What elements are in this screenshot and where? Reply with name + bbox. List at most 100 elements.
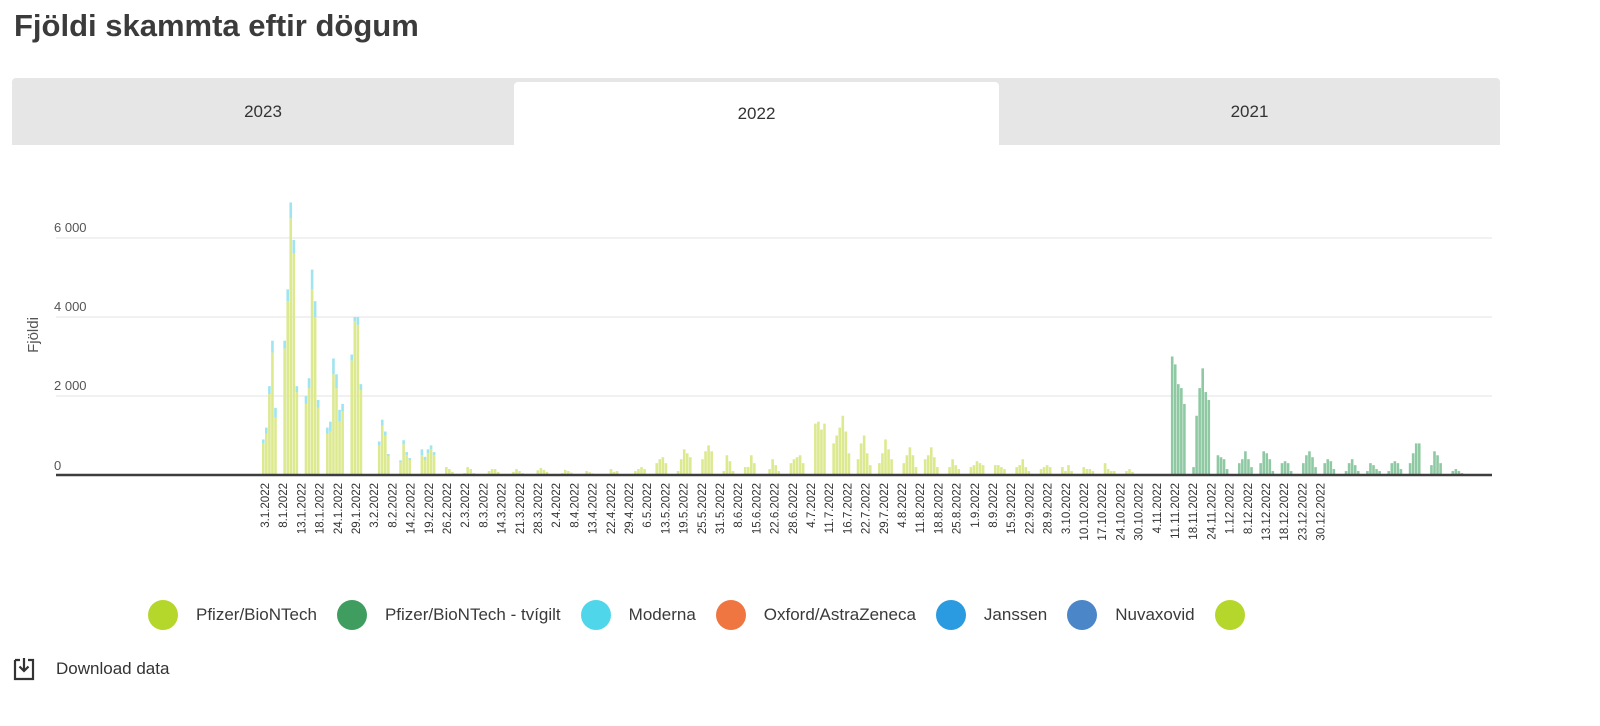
bar <box>1131 471 1134 475</box>
bar <box>292 239 296 254</box>
bar <box>274 417 277 475</box>
bar <box>1396 463 1400 475</box>
bar <box>1103 463 1107 475</box>
bar <box>271 340 274 353</box>
bar <box>310 289 314 475</box>
bar <box>423 459 427 475</box>
bar <box>1457 471 1461 475</box>
bar <box>881 453 884 475</box>
bar <box>353 320 357 475</box>
x-tick-label: 15.9.2022 <box>1006 483 1018 534</box>
bar <box>332 374 335 475</box>
bar <box>1201 368 1204 475</box>
bar <box>307 378 311 389</box>
bar <box>1109 471 1113 475</box>
bar <box>929 447 933 475</box>
tab-2022[interactable]: 2022 <box>514 82 999 145</box>
download-data-link[interactable]: Download data <box>12 656 169 682</box>
bar <box>1082 467 1086 475</box>
bar <box>353 317 357 321</box>
bar <box>1399 469 1403 475</box>
bar <box>814 423 817 475</box>
legend-swatch <box>1214 600 1245 630</box>
legend-item-nuvaxovid[interactable]: Nuvaxovid <box>1067 600 1195 630</box>
bar <box>295 386 299 393</box>
legend-item-moderna[interactable]: Moderna <box>580 600 696 630</box>
x-tick-label: 18.1.2022 <box>315 483 327 534</box>
legend-item-pfizer-bivalent[interactable]: Pfizer/BioNTech - tvígilt <box>336 600 561 630</box>
bar <box>326 433 329 475</box>
bar <box>731 471 735 475</box>
bar <box>1350 459 1354 475</box>
legend-item-janssen[interactable]: Janssen <box>935 600 1047 630</box>
bar <box>387 456 390 475</box>
tab-2021[interactable]: 2021 <box>1230 101 1269 121</box>
bar <box>1271 471 1275 475</box>
bar <box>969 467 973 475</box>
download-icon <box>13 658 35 681</box>
x-tick-label: 8.6.2022 <box>733 483 745 528</box>
bar <box>722 471 726 475</box>
bar <box>676 471 680 475</box>
legend-swatch <box>148 600 178 630</box>
bar <box>1436 455 1439 475</box>
x-tick-label: 30.10.2022 <box>1134 483 1146 541</box>
bar <box>753 463 756 475</box>
x-tick-label: 31.5.2022 <box>715 483 727 534</box>
bar <box>283 348 286 475</box>
bar <box>948 467 951 475</box>
bar <box>1222 459 1226 475</box>
bar <box>316 399 320 408</box>
bar <box>710 451 713 475</box>
bar <box>643 469 646 475</box>
bar <box>1259 463 1262 475</box>
bar <box>423 456 427 460</box>
x-tick-label: 28.3.2022 <box>533 483 545 534</box>
bar <box>746 467 750 475</box>
bar <box>1015 467 1018 475</box>
bar <box>426 449 430 454</box>
bar <box>1177 384 1180 475</box>
bar <box>1219 457 1223 475</box>
y-tick-label: 2 000 <box>54 378 87 393</box>
bar <box>1314 467 1317 475</box>
bar <box>637 469 640 475</box>
x-tick-label: 3.2.2022 <box>369 483 381 528</box>
x-tick-label: 28.9.2022 <box>1043 483 1055 534</box>
legend-swatch <box>336 600 367 630</box>
bar <box>1430 465 1433 476</box>
legend-item-pfizer[interactable]: Pfizer/BioNTech <box>148 600 317 630</box>
bar <box>536 470 540 475</box>
tab-2023[interactable]: 2023 <box>244 101 282 121</box>
bar <box>847 453 851 475</box>
bar <box>445 467 448 475</box>
x-tick-label: 4.7.2022 <box>806 483 818 528</box>
y-tick-label: 4 000 <box>54 299 87 314</box>
bar <box>518 471 521 475</box>
x-tick-label: 1.12.2022 <box>1225 483 1237 534</box>
bar <box>972 465 976 476</box>
bar <box>1414 443 1418 475</box>
x-tick-label: 25.5.2022 <box>697 483 709 534</box>
bar <box>585 471 588 475</box>
bar <box>768 469 771 475</box>
bar <box>792 459 796 475</box>
bar <box>1411 453 1415 475</box>
bar <box>634 471 637 475</box>
bar <box>1195 415 1198 475</box>
bar <box>615 471 619 475</box>
bar <box>838 427 842 475</box>
legend-item-astrazeneca[interactable]: Oxford/AstraZeneca <box>715 600 916 630</box>
bar <box>612 471 616 475</box>
bar <box>981 465 985 476</box>
bar <box>466 467 469 475</box>
bar <box>1268 459 1272 475</box>
x-tick-label: 24.1.2022 <box>333 483 345 534</box>
download-label: Download data <box>56 659 170 678</box>
bar <box>408 459 411 475</box>
bar <box>1344 471 1348 475</box>
bar <box>933 457 936 475</box>
bar <box>975 461 979 475</box>
bar <box>1180 388 1183 475</box>
legend-item-unlabeled[interactable] <box>1214 600 1263 630</box>
